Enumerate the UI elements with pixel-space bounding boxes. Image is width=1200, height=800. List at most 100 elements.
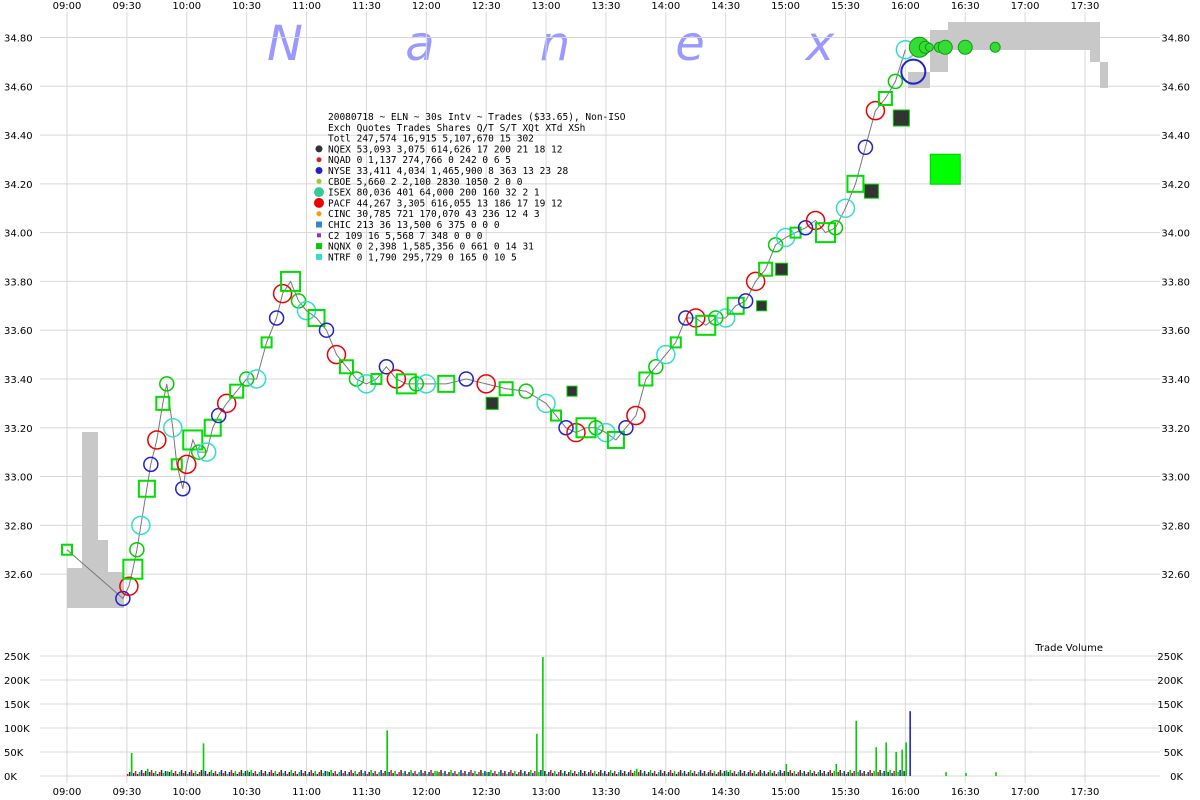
trade-marker xyxy=(758,261,774,277)
legend-row: C2 109 16 5,568 7 348 0 0 0 xyxy=(328,231,483,242)
volume-bar-base xyxy=(168,772,171,776)
volume-bar-base xyxy=(829,770,832,776)
trade-marker xyxy=(726,296,745,315)
volume-bar xyxy=(895,752,897,776)
volume-bar-base xyxy=(230,770,233,776)
price-tick-label-right: 33.00 xyxy=(1161,473,1190,484)
volume-bar-base xyxy=(398,772,400,776)
volume-bar-base xyxy=(484,771,486,776)
volume-bar-base xyxy=(845,774,847,776)
volume-bar-base xyxy=(879,770,881,776)
volume-bar-base xyxy=(394,771,396,776)
time-tick-label-bottom: 17:30 xyxy=(1071,787,1100,798)
volume-bar-base xyxy=(248,772,251,776)
trade-marker xyxy=(606,430,625,449)
volume-bar-base xyxy=(412,773,414,776)
volume-bar-base xyxy=(478,772,480,776)
trade-marker xyxy=(846,174,865,193)
legend-marker xyxy=(316,253,322,260)
volume-bar-base xyxy=(170,770,173,776)
volume-bar-base xyxy=(390,770,392,776)
volume-bar-base xyxy=(178,772,181,776)
volume-bar-base xyxy=(156,774,159,776)
volume-bar-base xyxy=(450,770,452,776)
volume-bar xyxy=(905,742,907,776)
volume-bar-base xyxy=(126,774,129,776)
volume-bar-base xyxy=(591,773,594,776)
trade-marker xyxy=(498,381,514,397)
volume-bar-base xyxy=(262,773,265,776)
time-tick-label-bottom: 11:00 xyxy=(292,787,321,798)
trade-marker xyxy=(272,283,293,304)
volume-bar xyxy=(635,768,638,776)
volume-bar-base xyxy=(190,770,193,776)
volume-bar-base xyxy=(354,771,356,776)
volume-bar-base xyxy=(897,772,899,776)
volume-bar-base xyxy=(605,774,608,776)
volume-bar-base xyxy=(899,770,901,776)
legend-row: CINC 30,785 721 170,070 43 236 12 4 3 xyxy=(328,209,540,220)
volume-bar-base xyxy=(406,774,408,776)
volume-bar-base xyxy=(803,771,806,776)
trade-marker xyxy=(131,515,151,536)
volume-bar-base xyxy=(881,773,883,776)
trade-marker xyxy=(326,344,347,365)
volume-bar-base xyxy=(825,774,828,776)
volume-bar-base xyxy=(488,772,490,776)
volume-bar-base xyxy=(320,770,323,776)
price-tick-label-left: 34.20 xyxy=(4,180,33,191)
volume-bar-base xyxy=(669,770,672,776)
volume-bar-base xyxy=(456,774,458,776)
volume-bar-base xyxy=(751,773,754,776)
trade-marker xyxy=(618,420,634,436)
volume-bar xyxy=(995,772,997,776)
volume-bar-base xyxy=(789,770,792,776)
volume-bar-base xyxy=(516,774,518,776)
volume-bar xyxy=(326,771,329,776)
trade-marker xyxy=(137,479,156,498)
volume-bar-base xyxy=(158,772,161,776)
volume-bar-base xyxy=(663,771,666,776)
volume-bar xyxy=(885,742,887,776)
volume-bar-base xyxy=(689,770,692,776)
volume-bar-base xyxy=(434,771,436,776)
volume-bar-base xyxy=(585,774,588,776)
price-tick-label-right: 34.40 xyxy=(1161,131,1190,142)
volume-bar-base xyxy=(338,772,340,776)
trade-marker xyxy=(318,322,335,338)
volume-bar-base xyxy=(376,774,378,776)
time-tick-label-bottom: 14:00 xyxy=(651,787,680,798)
legend-marker xyxy=(315,167,323,174)
volume-bar-base xyxy=(871,773,873,776)
volume-bar-base xyxy=(208,772,211,776)
volume-bar-base xyxy=(462,773,464,776)
volume-bar xyxy=(835,764,838,776)
volume-bar-base xyxy=(316,774,319,776)
volume-bar-base xyxy=(735,774,738,776)
volume-bar-base xyxy=(440,770,442,776)
volume-bar-base xyxy=(506,774,508,776)
trade-marker xyxy=(669,336,682,349)
volume-bar-base xyxy=(184,771,187,776)
volume-bar-base xyxy=(903,771,905,776)
time-tick-label-bottom: 13:00 xyxy=(532,787,561,798)
volume-bar-base xyxy=(763,771,766,776)
volume-bar-base xyxy=(765,774,768,776)
volume-bar-base xyxy=(342,773,344,776)
time-tick-label-top: 16:00 xyxy=(891,1,920,12)
volume-axis-title: Trade Volume xyxy=(1034,643,1103,654)
volume-bar-base xyxy=(865,774,867,776)
volume-bar-base xyxy=(452,773,454,776)
volume-bar-base xyxy=(180,770,183,776)
volume-bar-base xyxy=(182,773,185,776)
volume-bar-base xyxy=(891,773,893,776)
volume-bar-base xyxy=(482,773,484,776)
volume-bar-base xyxy=(811,773,814,776)
trade-marker xyxy=(370,372,383,385)
volume-bar xyxy=(855,720,858,776)
volume-bar xyxy=(202,743,205,776)
legend-marker xyxy=(316,157,322,163)
trade-marker xyxy=(260,336,273,349)
volume-bar-base xyxy=(615,774,618,776)
